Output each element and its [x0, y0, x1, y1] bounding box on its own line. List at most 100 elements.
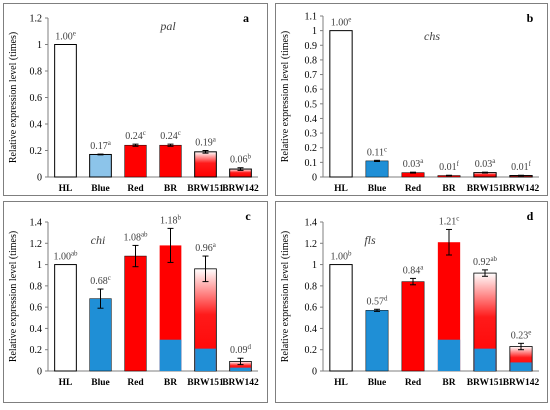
- bar: [124, 255, 147, 372]
- panel-border: [275, 3, 548, 196]
- data-label-letter: a: [420, 263, 424, 271]
- y-tick-label: 0.9: [305, 41, 318, 52]
- data-label-value: 0.17: [90, 141, 108, 152]
- data-label: 1.08ab: [123, 230, 148, 243]
- y-tick-label: 0.1: [305, 158, 318, 169]
- y-tick-label: 1: [37, 260, 42, 271]
- data-label-letter: d: [384, 294, 388, 302]
- data-label-letter: e: [348, 16, 351, 24]
- y-tick-label: 0.4: [30, 324, 43, 335]
- data-label: 1.18b: [160, 213, 182, 226]
- data-label: 0.03a: [475, 157, 497, 170]
- data-label: 0.92ab: [473, 255, 498, 268]
- x-tick-label: Blue: [91, 378, 109, 388]
- x-tick-label: BR: [442, 184, 455, 194]
- bar-base-segment: [159, 339, 182, 371]
- chart-title: fls: [364, 233, 376, 247]
- x-tick-label: BRW142: [222, 378, 259, 388]
- data-label-value: 0.03: [475, 159, 493, 170]
- data-label: 0.96a: [195, 241, 217, 254]
- bar: [365, 160, 389, 178]
- panel-a-pal: 0 0.2 0.4 0.6 0.8 1 1.2 Relative expression lev…: [3, 3, 268, 196]
- x-tick-label: Red: [405, 378, 422, 388]
- x-tick-label: BRW142: [222, 184, 259, 194]
- data-label-letter: b: [248, 153, 252, 161]
- y-tick-label: 0.2: [305, 345, 318, 356]
- bar-base-segment: [510, 362, 532, 371]
- data-label: 1.00e: [55, 30, 76, 43]
- data-label: 0.57d: [367, 294, 389, 307]
- data-label-letter: d: [248, 343, 252, 351]
- x-tick-label: HL: [334, 378, 348, 388]
- panel-letter: d: [527, 209, 534, 223]
- x-tick-label: BRW151: [467, 184, 504, 194]
- bar: [365, 310, 389, 372]
- data-label-letter: ab: [141, 230, 148, 238]
- data-label: 0.68c: [90, 274, 111, 287]
- data-label-letter: c: [143, 129, 146, 137]
- y-tick-label: 0: [312, 367, 317, 378]
- bar-base-segment: [230, 367, 251, 371]
- y-tick-label: 0.4: [30, 120, 43, 131]
- x-tick-label: Red: [127, 184, 144, 194]
- data-label-letter: f: [457, 160, 460, 168]
- y-tick-label: 0.2: [30, 345, 43, 356]
- panel-letter: c: [245, 209, 251, 223]
- y-tick-label: 1.1: [305, 12, 318, 23]
- data-label-value: 0.19: [195, 138, 213, 149]
- y-tick-label: 0: [312, 173, 317, 184]
- x-tick-label: BR: [442, 378, 455, 388]
- data-label-letter: f: [529, 160, 532, 168]
- y-axis-label: Relative expression level (times): [280, 231, 291, 362]
- x-tick-label: BRW151: [187, 378, 224, 388]
- bar: [159, 144, 182, 178]
- data-label-value: 0.09: [230, 345, 248, 356]
- data-label-letter: a: [213, 241, 217, 249]
- bar: [159, 245, 182, 371]
- x-tick-label: BRW142: [503, 378, 540, 388]
- bar: [124, 144, 147, 178]
- data-label-value: 0.24: [125, 131, 143, 142]
- bar: [54, 44, 77, 178]
- y-tick-label: 0.4: [305, 114, 318, 125]
- data-label-letter: e: [528, 328, 531, 336]
- y-tick-label: 0.8: [30, 281, 43, 292]
- data-label: 0.84a: [403, 263, 425, 276]
- data-label-value: 1.08: [123, 232, 141, 243]
- data-label: 1.00e: [331, 16, 352, 29]
- data-label-letter: a: [492, 157, 496, 165]
- y-tick-label: 0.7: [305, 70, 318, 81]
- y-axis-label: Relative expression level (times): [8, 231, 19, 362]
- data-label-value: 0.57: [367, 296, 385, 307]
- data-label-value: 0.96: [195, 243, 213, 254]
- y-tick-label: 0.3: [305, 129, 318, 140]
- y-axis-label: Relative expression level (times): [280, 31, 291, 162]
- y-tick-label: 0.2: [30, 146, 43, 157]
- y-tick-label: 1: [312, 26, 317, 37]
- y-tick-label: 0.5: [305, 99, 318, 110]
- data-label-value: 0.92: [473, 257, 491, 268]
- data-label: 0.17a: [90, 139, 112, 152]
- y-tick-label: 0.8: [30, 67, 43, 78]
- data-label-letter: a: [108, 139, 112, 147]
- data-label: 1.21c: [439, 214, 460, 227]
- bar: [89, 298, 112, 372]
- data-label: 1.00b: [331, 250, 353, 263]
- panel-d-fls: 0 0.2 0.4 0.6 0.8 1 1.2 1.4 Relative expression …: [275, 201, 548, 403]
- data-label-value: 0.06: [230, 155, 248, 166]
- y-tick-label: 1.2: [305, 239, 318, 250]
- y-tick-label: 1: [37, 40, 42, 51]
- data-label-value: 1.00: [331, 252, 349, 263]
- y-tick-label: 1.4: [305, 218, 318, 229]
- data-label-letter: ab: [490, 255, 497, 263]
- chart-title: pal: [159, 19, 176, 33]
- y-tick-label: 0.6: [305, 85, 318, 96]
- data-label-letter: b: [348, 250, 352, 258]
- y-tick-label: 1.2: [30, 14, 43, 25]
- data-label: 0.09d: [230, 343, 252, 356]
- bar-base-segment: [437, 339, 461, 371]
- bar: [329, 30, 353, 178]
- data-label-value: 1.18: [160, 215, 178, 226]
- data-label-letter: c: [108, 274, 111, 282]
- data-label-letter: c: [178, 129, 181, 137]
